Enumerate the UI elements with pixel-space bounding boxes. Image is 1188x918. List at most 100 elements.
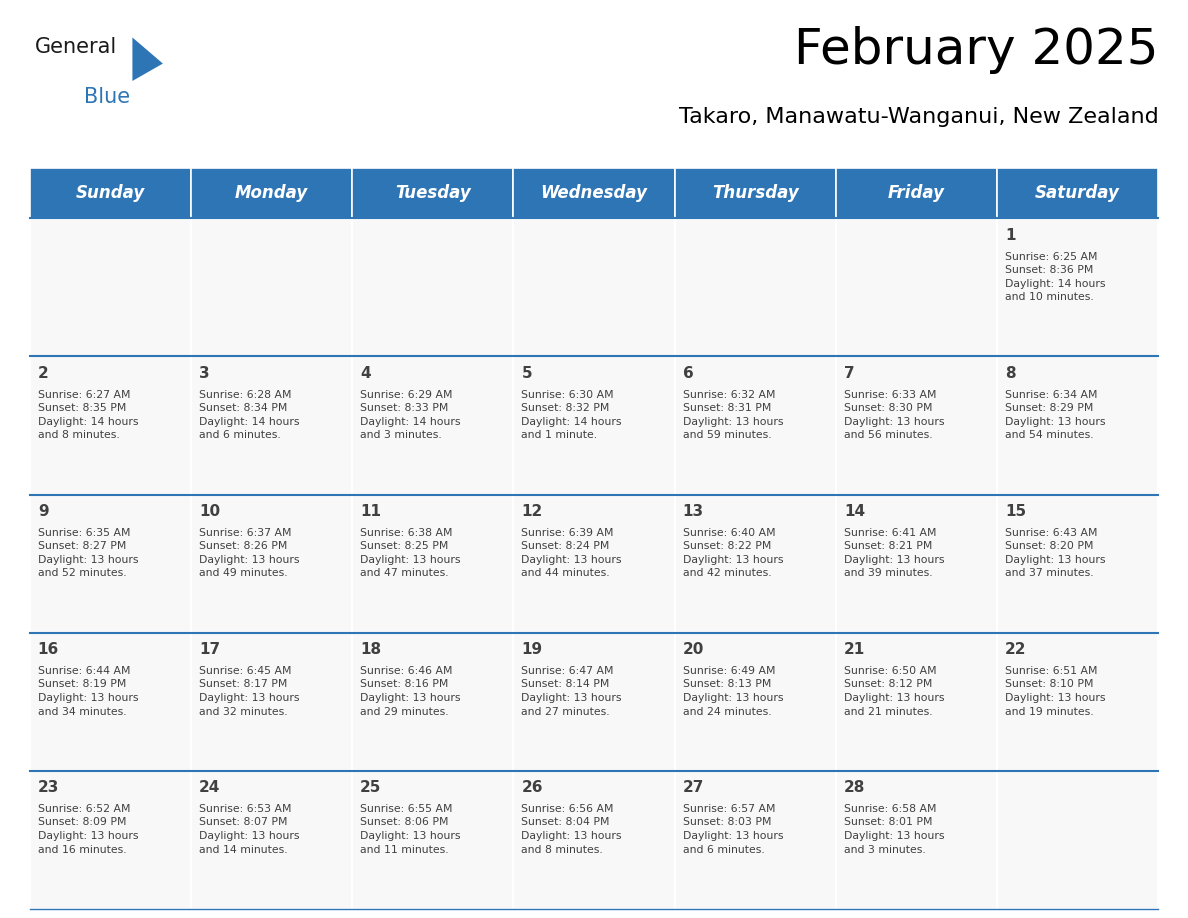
Text: Sunrise: 6:56 AM
Sunset: 8:04 PM
Daylight: 13 hours
and 8 minutes.: Sunrise: 6:56 AM Sunset: 8:04 PM Dayligh… bbox=[522, 804, 623, 855]
Polygon shape bbox=[132, 38, 163, 81]
Text: Sunrise: 6:29 AM
Sunset: 8:33 PM
Daylight: 14 hours
and 3 minutes.: Sunrise: 6:29 AM Sunset: 8:33 PM Dayligh… bbox=[360, 389, 461, 441]
Text: 10: 10 bbox=[198, 504, 220, 520]
Bar bbox=[191, 633, 352, 771]
Text: 1: 1 bbox=[1005, 228, 1016, 243]
Text: Monday: Monday bbox=[235, 185, 308, 202]
Text: Saturday: Saturday bbox=[1035, 185, 1120, 202]
Text: Sunrise: 6:58 AM
Sunset: 8:01 PM
Daylight: 13 hours
and 3 minutes.: Sunrise: 6:58 AM Sunset: 8:01 PM Dayligh… bbox=[843, 804, 944, 855]
Bar bbox=[675, 771, 836, 909]
Text: Sunrise: 6:52 AM
Sunset: 8:09 PM
Daylight: 13 hours
and 16 minutes.: Sunrise: 6:52 AM Sunset: 8:09 PM Dayligh… bbox=[38, 804, 138, 855]
Text: 14: 14 bbox=[843, 504, 865, 520]
Text: 26: 26 bbox=[522, 780, 543, 795]
Text: Sunrise: 6:33 AM
Sunset: 8:30 PM
Daylight: 13 hours
and 56 minutes.: Sunrise: 6:33 AM Sunset: 8:30 PM Dayligh… bbox=[843, 389, 944, 441]
Text: Sunrise: 6:38 AM
Sunset: 8:25 PM
Daylight: 13 hours
and 47 minutes.: Sunrise: 6:38 AM Sunset: 8:25 PM Dayligh… bbox=[360, 528, 461, 578]
Bar bbox=[30, 168, 191, 218]
Text: 21: 21 bbox=[843, 643, 865, 657]
Text: Sunrise: 6:50 AM
Sunset: 8:12 PM
Daylight: 13 hours
and 21 minutes.: Sunrise: 6:50 AM Sunset: 8:12 PM Dayligh… bbox=[843, 666, 944, 717]
Bar bbox=[513, 218, 675, 356]
Text: 8: 8 bbox=[1005, 366, 1016, 381]
Text: Friday: Friday bbox=[887, 185, 944, 202]
Text: 12: 12 bbox=[522, 504, 543, 520]
Bar bbox=[352, 168, 513, 218]
Text: Sunrise: 6:46 AM
Sunset: 8:16 PM
Daylight: 13 hours
and 29 minutes.: Sunrise: 6:46 AM Sunset: 8:16 PM Dayligh… bbox=[360, 666, 461, 717]
Text: 9: 9 bbox=[38, 504, 49, 520]
Bar bbox=[997, 218, 1158, 356]
Text: Sunrise: 6:25 AM
Sunset: 8:36 PM
Daylight: 14 hours
and 10 minutes.: Sunrise: 6:25 AM Sunset: 8:36 PM Dayligh… bbox=[1005, 252, 1106, 302]
Bar bbox=[997, 771, 1158, 909]
Text: 7: 7 bbox=[843, 366, 854, 381]
Bar bbox=[352, 771, 513, 909]
Text: Sunrise: 6:35 AM
Sunset: 8:27 PM
Daylight: 13 hours
and 52 minutes.: Sunrise: 6:35 AM Sunset: 8:27 PM Dayligh… bbox=[38, 528, 138, 578]
Bar bbox=[675, 495, 836, 633]
Text: Sunrise: 6:53 AM
Sunset: 8:07 PM
Daylight: 13 hours
and 14 minutes.: Sunrise: 6:53 AM Sunset: 8:07 PM Dayligh… bbox=[198, 804, 299, 855]
Bar bbox=[352, 495, 513, 633]
Bar bbox=[513, 168, 675, 218]
Bar bbox=[836, 356, 997, 495]
Bar bbox=[191, 218, 352, 356]
Bar bbox=[352, 218, 513, 356]
Text: 4: 4 bbox=[360, 366, 371, 381]
Text: General: General bbox=[36, 38, 118, 58]
Text: Sunrise: 6:32 AM
Sunset: 8:31 PM
Daylight: 13 hours
and 59 minutes.: Sunrise: 6:32 AM Sunset: 8:31 PM Dayligh… bbox=[683, 389, 783, 441]
Text: 15: 15 bbox=[1005, 504, 1026, 520]
Bar bbox=[352, 633, 513, 771]
Bar bbox=[513, 771, 675, 909]
Bar bbox=[675, 218, 836, 356]
Text: 3: 3 bbox=[198, 366, 209, 381]
Text: 13: 13 bbox=[683, 504, 703, 520]
Text: Sunday: Sunday bbox=[76, 185, 145, 202]
Text: 22: 22 bbox=[1005, 643, 1026, 657]
Text: Sunrise: 6:44 AM
Sunset: 8:19 PM
Daylight: 13 hours
and 34 minutes.: Sunrise: 6:44 AM Sunset: 8:19 PM Dayligh… bbox=[38, 666, 138, 717]
Text: Wednesday: Wednesday bbox=[541, 185, 647, 202]
Bar bbox=[191, 168, 352, 218]
Bar bbox=[675, 168, 836, 218]
Text: 18: 18 bbox=[360, 643, 381, 657]
Bar bbox=[513, 633, 675, 771]
Text: 19: 19 bbox=[522, 643, 543, 657]
Text: 23: 23 bbox=[38, 780, 59, 795]
Text: Sunrise: 6:34 AM
Sunset: 8:29 PM
Daylight: 13 hours
and 54 minutes.: Sunrise: 6:34 AM Sunset: 8:29 PM Dayligh… bbox=[1005, 389, 1106, 441]
Bar bbox=[675, 633, 836, 771]
Text: Tuesday: Tuesday bbox=[394, 185, 470, 202]
Text: 24: 24 bbox=[198, 780, 220, 795]
Text: 25: 25 bbox=[360, 780, 381, 795]
Text: 6: 6 bbox=[683, 366, 694, 381]
Text: Thursday: Thursday bbox=[712, 185, 798, 202]
Text: February 2025: February 2025 bbox=[794, 26, 1158, 73]
Bar bbox=[191, 356, 352, 495]
Text: Sunrise: 6:51 AM
Sunset: 8:10 PM
Daylight: 13 hours
and 19 minutes.: Sunrise: 6:51 AM Sunset: 8:10 PM Dayligh… bbox=[1005, 666, 1106, 717]
Bar bbox=[997, 495, 1158, 633]
Bar bbox=[997, 168, 1158, 218]
Bar bbox=[30, 218, 191, 356]
Text: Sunrise: 6:57 AM
Sunset: 8:03 PM
Daylight: 13 hours
and 6 minutes.: Sunrise: 6:57 AM Sunset: 8:03 PM Dayligh… bbox=[683, 804, 783, 855]
Text: Sunrise: 6:30 AM
Sunset: 8:32 PM
Daylight: 14 hours
and 1 minute.: Sunrise: 6:30 AM Sunset: 8:32 PM Dayligh… bbox=[522, 389, 623, 441]
Bar bbox=[675, 356, 836, 495]
Text: Sunrise: 6:41 AM
Sunset: 8:21 PM
Daylight: 13 hours
and 39 minutes.: Sunrise: 6:41 AM Sunset: 8:21 PM Dayligh… bbox=[843, 528, 944, 578]
Text: 17: 17 bbox=[198, 643, 220, 657]
Bar bbox=[191, 495, 352, 633]
Bar bbox=[352, 356, 513, 495]
Text: 11: 11 bbox=[360, 504, 381, 520]
Text: Sunrise: 6:43 AM
Sunset: 8:20 PM
Daylight: 13 hours
and 37 minutes.: Sunrise: 6:43 AM Sunset: 8:20 PM Dayligh… bbox=[1005, 528, 1106, 578]
Bar bbox=[30, 633, 191, 771]
Bar bbox=[191, 771, 352, 909]
Text: Sunrise: 6:39 AM
Sunset: 8:24 PM
Daylight: 13 hours
and 44 minutes.: Sunrise: 6:39 AM Sunset: 8:24 PM Dayligh… bbox=[522, 528, 623, 578]
Bar bbox=[30, 356, 191, 495]
Text: Sunrise: 6:45 AM
Sunset: 8:17 PM
Daylight: 13 hours
and 32 minutes.: Sunrise: 6:45 AM Sunset: 8:17 PM Dayligh… bbox=[198, 666, 299, 717]
Bar bbox=[836, 168, 997, 218]
Text: Sunrise: 6:40 AM
Sunset: 8:22 PM
Daylight: 13 hours
and 42 minutes.: Sunrise: 6:40 AM Sunset: 8:22 PM Dayligh… bbox=[683, 528, 783, 578]
Text: Takaro, Manawatu-Wanganui, New Zealand: Takaro, Manawatu-Wanganui, New Zealand bbox=[678, 107, 1158, 127]
Bar bbox=[836, 495, 997, 633]
Text: Sunrise: 6:49 AM
Sunset: 8:13 PM
Daylight: 13 hours
and 24 minutes.: Sunrise: 6:49 AM Sunset: 8:13 PM Dayligh… bbox=[683, 666, 783, 717]
Text: 28: 28 bbox=[843, 780, 865, 795]
Text: Sunrise: 6:37 AM
Sunset: 8:26 PM
Daylight: 13 hours
and 49 minutes.: Sunrise: 6:37 AM Sunset: 8:26 PM Dayligh… bbox=[198, 528, 299, 578]
Bar bbox=[836, 771, 997, 909]
Bar bbox=[997, 633, 1158, 771]
Bar bbox=[513, 495, 675, 633]
Text: 2: 2 bbox=[38, 366, 49, 381]
Text: 5: 5 bbox=[522, 366, 532, 381]
Text: Sunrise: 6:27 AM
Sunset: 8:35 PM
Daylight: 14 hours
and 8 minutes.: Sunrise: 6:27 AM Sunset: 8:35 PM Dayligh… bbox=[38, 389, 138, 441]
Text: Sunrise: 6:47 AM
Sunset: 8:14 PM
Daylight: 13 hours
and 27 minutes.: Sunrise: 6:47 AM Sunset: 8:14 PM Dayligh… bbox=[522, 666, 623, 717]
Text: 27: 27 bbox=[683, 780, 704, 795]
Text: Sunrise: 6:28 AM
Sunset: 8:34 PM
Daylight: 14 hours
and 6 minutes.: Sunrise: 6:28 AM Sunset: 8:34 PM Dayligh… bbox=[198, 389, 299, 441]
